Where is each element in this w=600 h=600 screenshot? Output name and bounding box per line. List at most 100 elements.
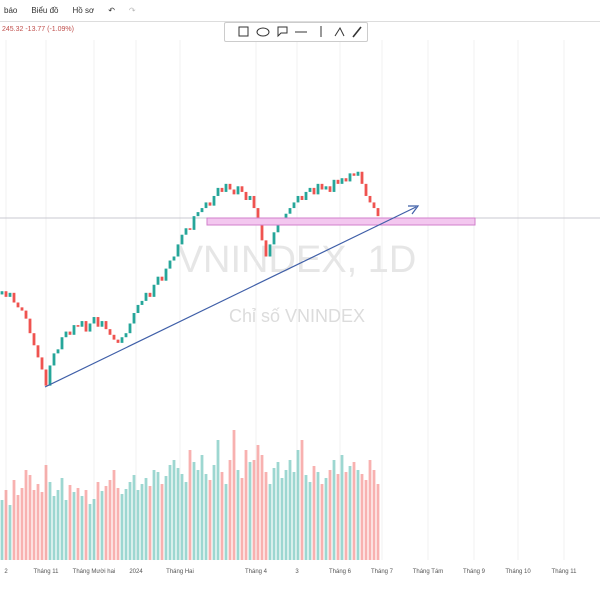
volume-bar [268, 484, 272, 560]
candle-body [284, 213, 288, 221]
volume-bar [348, 466, 352, 560]
candle-body [152, 284, 156, 297]
tool-callout[interactable] [277, 26, 288, 38]
x-tick-label: Tháng 10 [505, 569, 531, 575]
candle-body [24, 310, 28, 319]
volume-bar [40, 492, 44, 560]
drawing-tools [224, 22, 368, 42]
candle-body [84, 321, 88, 332]
candle-body [352, 173, 356, 176]
candle-body [128, 323, 132, 334]
menu-item[interactable]: Hồ sơ [72, 6, 95, 15]
candle-body [172, 256, 176, 261]
volume-bar [76, 488, 80, 560]
menu-item[interactable]: báo [4, 6, 18, 15]
candle-body [56, 349, 60, 354]
volume-bar [196, 470, 200, 560]
volume-bar [60, 478, 64, 560]
candle-body [328, 186, 332, 192]
volume-bar [8, 505, 12, 560]
candle-body [300, 195, 304, 200]
volume-bar [176, 468, 180, 560]
volume-bar [188, 450, 192, 560]
tool-rect[interactable] [238, 26, 249, 37]
volume-bar [316, 472, 320, 560]
volume-bar [116, 488, 120, 560]
zone[interactable] [206, 217, 476, 226]
candle-body [244, 191, 248, 200]
redo[interactable]: ↷ [128, 6, 136, 15]
candle-body [184, 228, 188, 235]
volume-bar [376, 484, 380, 560]
volume-bar [260, 455, 264, 560]
volume-bar [276, 462, 280, 560]
candle-body [260, 224, 264, 241]
trend-arrow [408, 205, 420, 215]
volume-bar [364, 480, 368, 560]
candle-body [316, 183, 320, 195]
volume-bar [92, 499, 96, 560]
toolbar: báo Biểu đồ Hồ sơ ↶ ↷ [0, 0, 600, 22]
candle-body [276, 224, 280, 233]
candle-body [0, 291, 4, 295]
candle-body [64, 331, 68, 338]
tool-path[interactable] [334, 26, 345, 37]
volume-bar [108, 480, 112, 560]
x-tick-label: Tháng 11 [34, 569, 60, 575]
candle-body [4, 291, 8, 297]
candle-body [112, 334, 116, 340]
volume-bar [328, 470, 332, 560]
volume-bar [24, 470, 28, 560]
volume-bar [28, 475, 32, 560]
candle-body [8, 292, 12, 297]
candle-body [92, 317, 96, 324]
price-info: 245.32 -13.77 (-1.09%) [2, 26, 74, 33]
volume-bar [112, 470, 116, 560]
volume-bar [324, 478, 328, 560]
volume-bar [340, 455, 344, 560]
candle-body [36, 345, 40, 358]
candle-body [192, 216, 196, 230]
volume-bar [208, 480, 212, 560]
candle-body [248, 195, 252, 200]
volume-bar [332, 460, 336, 560]
candle-body [88, 323, 92, 332]
menu-item[interactable]: Biểu đồ [31, 6, 59, 15]
candle-body [188, 228, 192, 230]
x-tick-label: Tháng 7 [371, 569, 394, 575]
candle-body [120, 337, 124, 343]
candle-body [180, 234, 184, 245]
candle-body [296, 195, 300, 203]
candle-body [264, 240, 268, 257]
volume-bar [360, 474, 364, 560]
volume-bar [244, 450, 248, 560]
candle-body [308, 187, 312, 192]
candle-body [40, 357, 44, 370]
candle-body [232, 189, 236, 195]
volume-bar [292, 472, 296, 560]
volume-bar [356, 470, 360, 560]
x-tick-label: 3 [295, 569, 299, 575]
tool-ellipse[interactable] [256, 27, 270, 37]
volume-bar [120, 494, 124, 560]
tool-pen[interactable] [352, 26, 362, 38]
volume-bar [68, 485, 72, 560]
volume-bar [140, 484, 144, 560]
trend-line[interactable] [44, 206, 417, 388]
volume-bar [152, 470, 156, 560]
volume-bar [172, 460, 176, 560]
candle-body [136, 304, 140, 314]
volume-bar [64, 500, 68, 560]
volume-bar [132, 475, 136, 560]
candle-body [60, 337, 64, 350]
undo[interactable]: ↶ [108, 6, 115, 15]
volume-bar [144, 478, 148, 560]
candle-body [144, 292, 148, 301]
volume-bar [320, 484, 324, 560]
candle-body [48, 365, 52, 386]
candle-body [140, 300, 144, 305]
volume-bar [336, 474, 340, 560]
volume-bar [212, 465, 216, 560]
candle-body [156, 276, 160, 285]
